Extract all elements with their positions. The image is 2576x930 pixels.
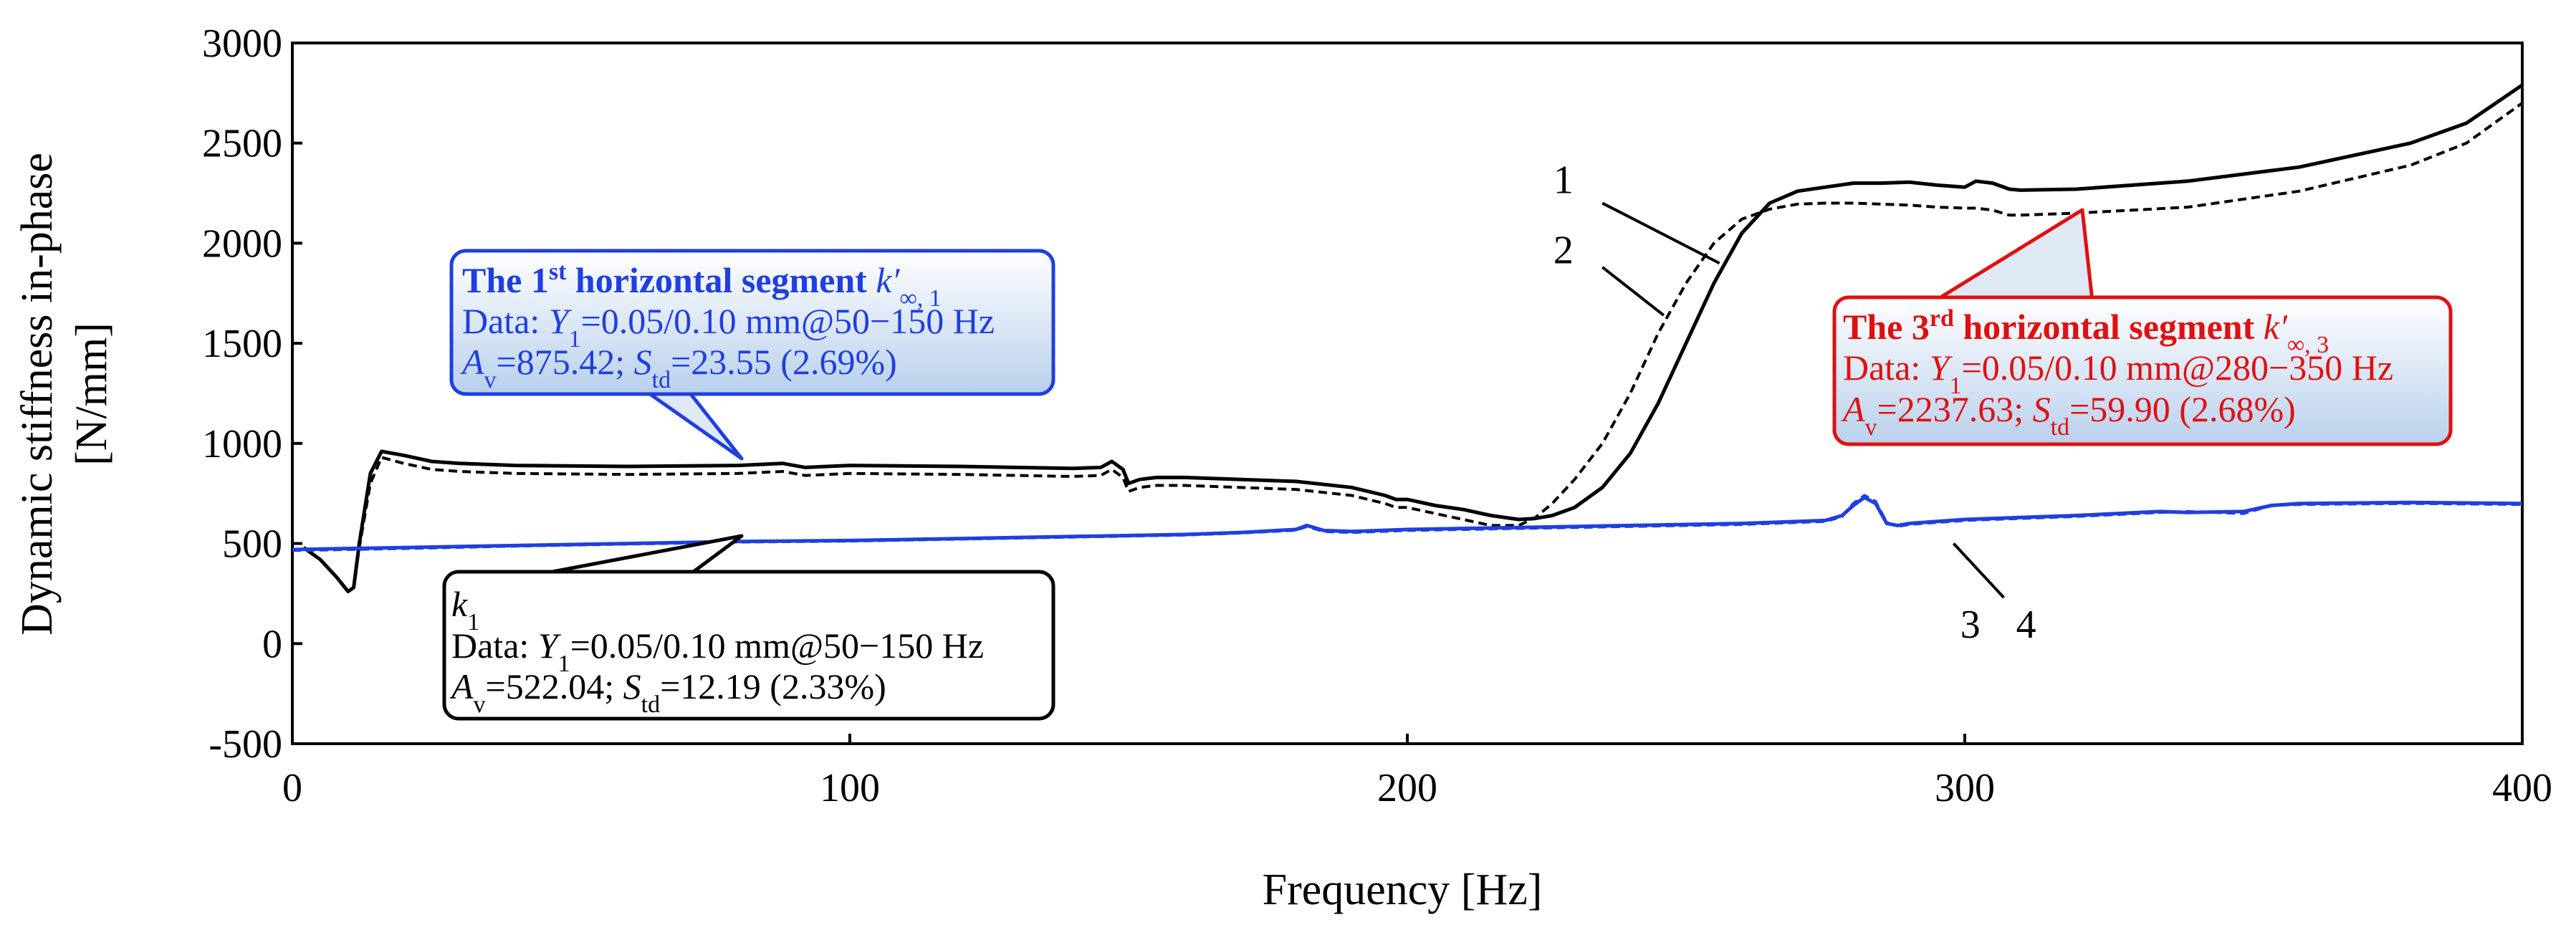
x-tick-label: 300 xyxy=(1935,766,1995,810)
annotation-box-3-title: The 3rd horizontal segment k′∞, 3 xyxy=(1843,305,2329,358)
y-tick-label: 1000 xyxy=(202,422,282,466)
curve-leader-3 xyxy=(1952,542,2005,599)
annotation-box-3-line3: Av=2237.63; Std=59.90 (2.68%) xyxy=(1841,389,2296,441)
series-line-2 xyxy=(302,102,2524,593)
x-tick-label: 100 xyxy=(820,766,880,810)
y-tick-label: 2000 xyxy=(202,221,282,266)
curve-leader-2 xyxy=(1601,266,1665,317)
annotation-box-3-pointer xyxy=(1933,208,2094,303)
annotation-box-k1-line3: Av=522.04; Std=12.19 (2.33%) xyxy=(449,666,886,718)
y-tick-label: -500 xyxy=(209,722,282,767)
curve-label-3: 3 xyxy=(1960,603,1981,647)
y-axis-title-line2: [N/mm] xyxy=(67,322,116,466)
curve-label-2: 2 xyxy=(1553,228,1574,272)
annotation-box-k1-line2: Data: Y1=0.05/0.10 mm@50−150 Hz xyxy=(451,625,984,677)
annotation-box-3-frame xyxy=(1832,295,2453,446)
y-tick-label: 1500 xyxy=(202,322,282,366)
annotation-box-3-line2: Data: Y1=0.05/0.10 mm@280−350 Hz xyxy=(1843,347,2393,399)
curve-leader-1 xyxy=(1601,201,1720,265)
annotation-box-1-pointer xyxy=(643,388,744,461)
y-tick-label: 500 xyxy=(222,522,282,567)
x-tick-label: 400 xyxy=(2492,766,2552,810)
annotation-box-k1-frame xyxy=(442,570,1055,721)
annotation-box-3: The 3rd horizontal segment k′∞, 3 Data: … xyxy=(1832,208,2453,446)
annotation-box-1: The 1st horizontal segment k′∞, 1 Data: … xyxy=(449,249,1055,461)
annotation-box-k1-title: k1 xyxy=(451,584,479,636)
annotation-box-1-title: The 1st horizontal segment k′∞, 1 xyxy=(462,259,942,312)
y-axis-title-line1: Dynamic stiffness in-phase xyxy=(13,153,62,636)
annotation-box-1-frame xyxy=(449,249,1055,396)
x-axis-title: Frequency [Hz] xyxy=(1263,866,1543,914)
annotation-box-k1-pointer xyxy=(544,534,744,575)
series-line-3 xyxy=(292,495,2523,552)
y-tick-label: 2500 xyxy=(202,122,282,166)
annotation-box-1-line3: Av=875.42; Std=23.55 (2.69%) xyxy=(460,342,897,393)
series-line-4 xyxy=(292,494,2523,552)
curve-label-4: 4 xyxy=(2016,603,2036,647)
y-tick-label: 0 xyxy=(262,622,282,666)
annotation-box-1-line2: Data: Y1=0.05/0.10 mm@50−150 Hz xyxy=(462,301,995,353)
x-tick-label: 0 xyxy=(282,766,302,810)
series-line-1 xyxy=(302,83,2524,594)
curve-label-1: 1 xyxy=(1553,158,1574,203)
y-tick-label: 3000 xyxy=(202,21,282,66)
x-tick-label: 200 xyxy=(1377,766,1437,810)
annotation-box-k1: k1 Data: Y1=0.05/0.10 mm@50−150 Hz Av=52… xyxy=(442,534,1055,721)
